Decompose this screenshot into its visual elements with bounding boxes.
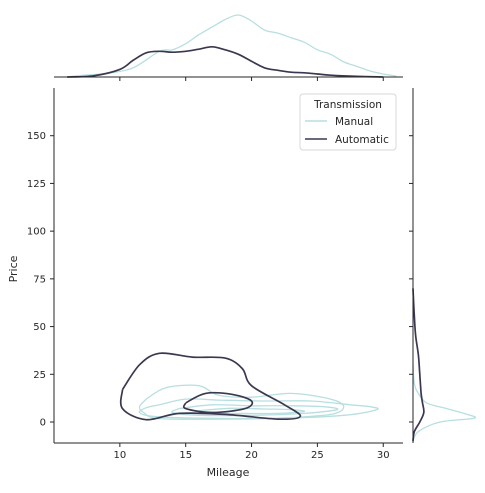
legend-title: Transmission <box>313 99 382 111</box>
y-tick-label: 75 <box>33 274 46 285</box>
kde-contour-manual-0 <box>138 384 345 420</box>
x-tick-label: 10 <box>113 450 126 461</box>
y-tick-label: 50 <box>33 322 46 333</box>
y-tick-label: 0 <box>40 418 46 429</box>
x-tick-label: 25 <box>311 450 324 461</box>
marginal-y-kde-automatic <box>412 288 425 442</box>
kde-contour-automatic-0 <box>119 352 302 421</box>
y-tick-label: 25 <box>33 370 46 381</box>
axes: 10 15 20 25 30 0 25 50 75 100 125 150 <box>27 76 414 461</box>
legend: Transmission Manual Automatic <box>299 93 397 151</box>
y-tick-label: 150 <box>27 131 46 142</box>
y-tick-label: 125 <box>27 179 46 190</box>
legend-label-manual: Manual <box>335 116 373 128</box>
x-axis-label: Mileage <box>207 466 250 479</box>
marginal-x-panel <box>67 14 397 78</box>
kde-contour-manual-2 <box>171 404 339 417</box>
legend-label-automatic: Automatic <box>335 134 389 146</box>
y-axis-label: Price <box>7 255 20 282</box>
x-tick-label: 20 <box>245 450 258 461</box>
x-tick-label: 15 <box>179 450 192 461</box>
marginal-y-kde-manual <box>412 364 477 442</box>
x-tick-label: 30 <box>377 450 390 461</box>
kde-contour-manual-1 <box>138 398 379 420</box>
main-plot-area <box>119 352 379 421</box>
marginal-x-kde-automatic <box>67 45 384 78</box>
y-tick-label: 100 <box>27 227 46 238</box>
kde-contour-automatic-1 <box>182 391 254 414</box>
marginal-x-kde-manual <box>67 14 397 78</box>
marginal-y-panel <box>412 288 477 442</box>
legend-frame <box>299 93 397 151</box>
